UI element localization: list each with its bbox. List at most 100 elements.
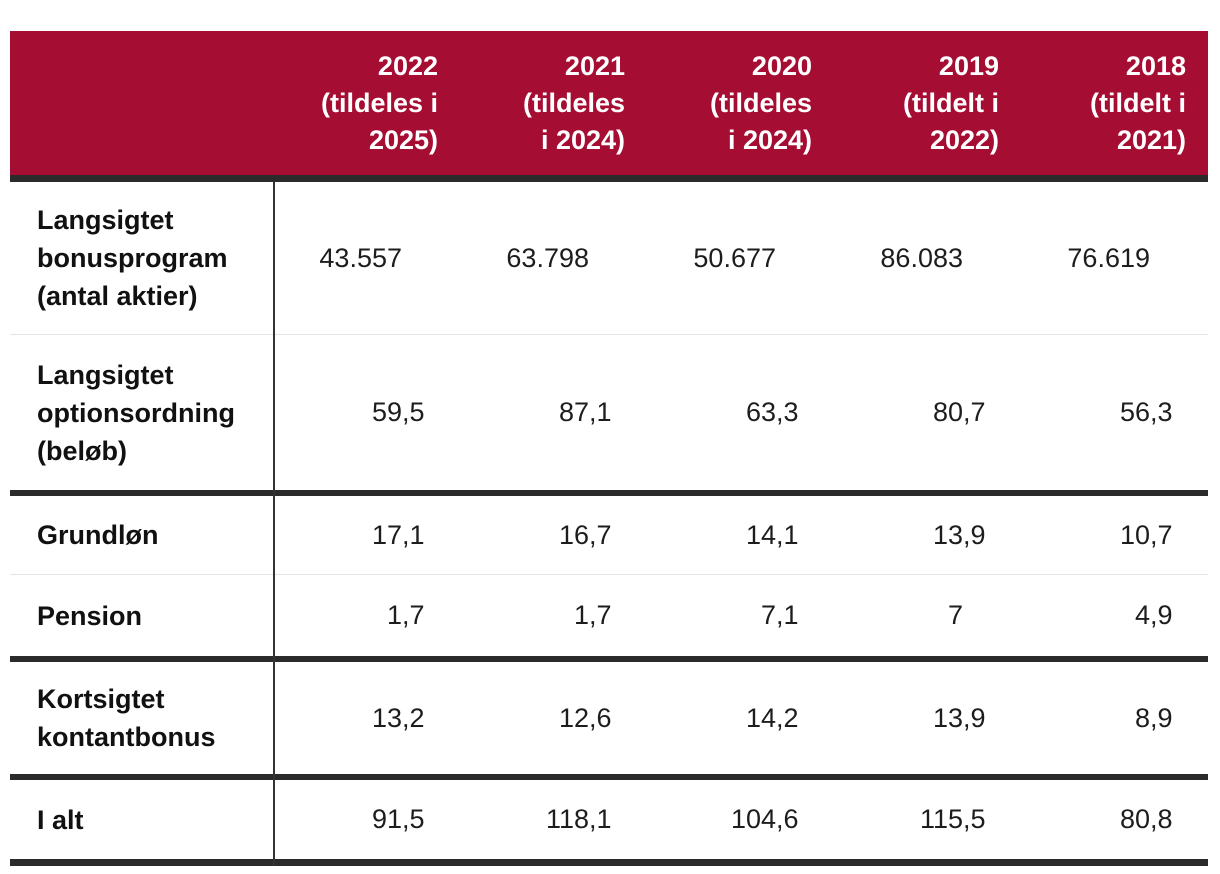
value-cell-langsigtet-optionsordning-col-2019: 80,7	[834, 335, 1021, 496]
value-number: 63.798	[506, 242, 589, 273]
column-header-col-2022: 2022 (tildeles i 2025)	[273, 31, 460, 182]
label-line: Kortsigtet	[37, 684, 165, 714]
data-table: 2022 (tildeles i 2025) 2021 (tildeles i 2024)…	[10, 31, 1208, 866]
value-number: 80,7	[932, 397, 986, 427]
label-line: Pension	[37, 600, 143, 631]
value-cell-grundlon-col-2020: 14,1	[647, 496, 834, 575]
label-line: Langsigtet	[37, 205, 174, 235]
value-cell-pension-col-2022: 1,7	[273, 575, 460, 662]
value-cell-langsigtet-bonusprogram-col-2018: 76.619	[1021, 182, 1208, 335]
value-number: 118,1	[545, 804, 612, 834]
header-line: 2019	[938, 50, 999, 81]
value-cell-langsigtet-bonusprogram-col-2021: 63.798	[460, 182, 647, 335]
value-number: 91,5	[371, 804, 425, 834]
value-number: 56,3	[1119, 397, 1173, 427]
value-number: 8,9	[1134, 702, 1173, 733]
header-line: 2022	[377, 50, 438, 81]
header-line: (tildelt i	[903, 87, 999, 118]
column-header-col-2020: 2020 (tildeles i 2024)	[647, 31, 834, 182]
value-cell-grundlon-col-2021: 16,7	[460, 496, 647, 575]
label-line: (antal aktier)	[37, 281, 198, 311]
column-divider-line	[273, 182, 275, 866]
header-line: (tildelt i	[1090, 87, 1186, 118]
value-number: 115,5	[919, 804, 986, 834]
value-number: 1,7	[386, 600, 425, 630]
label-line: Langsigtet	[37, 359, 174, 390]
value-number: 17,1	[371, 519, 425, 550]
value-cell-langsigtet-bonusprogram-col-2019: 86.083	[834, 182, 1021, 335]
value-number: 43.557	[319, 242, 402, 273]
header-line: 2022)	[929, 124, 999, 155]
header-line: 2020	[751, 50, 812, 81]
value-cell-kortsigtet-kontantbonus-col-2018: 8,9	[1021, 662, 1208, 780]
table-row-kortsigtet-kontantbonus: Kortsigtet kontantbonus 13,2 12,6 14,2 13,9 8,…	[10, 662, 1208, 780]
value-cell-pension-col-2021: 1,7	[460, 575, 647, 662]
row-label-langsigtet-bonusprogram: Langsigtet bonusprogram (antal aktier)	[10, 182, 273, 335]
value-cell-langsigtet-bonusprogram-col-2022: 43.557	[273, 182, 460, 335]
value-number: 4,9	[1134, 600, 1173, 630]
value-number: 13,9	[932, 519, 986, 550]
column-header-col-2018: 2018 (tildelt i 2021)	[1021, 31, 1208, 182]
value-number: 16,7	[558, 519, 612, 550]
row-label-i-alt: I alt	[10, 780, 273, 866]
header-line: 2021)	[1116, 124, 1186, 155]
value-cell-kortsigtet-kontantbonus-col-2020: 14,2	[647, 662, 834, 780]
label-line: optionsordning	[37, 397, 235, 428]
value-cell-grundlon-col-2018: 10,7	[1021, 496, 1208, 575]
corner-cell	[10, 31, 273, 182]
value-cell-pension-col-2019: 7	[834, 575, 1021, 662]
value-number: 12,6	[558, 702, 612, 733]
label-line: kontantbonus	[37, 722, 216, 752]
value-cell-kortsigtet-kontantbonus-col-2022: 13,2	[273, 662, 460, 780]
remuneration-table: 2022 (tildeles i 2025) 2021 (tildeles i 2024)…	[10, 31, 1208, 866]
table-row-i-alt: I alt 91,5 118,1 104,6 115,5 80,8	[10, 780, 1208, 866]
column-header-col-2019: 2019 (tildelt i 2022)	[834, 31, 1021, 182]
row-label-langsigtet-optionsordning: Langsigtet optionsordning (beløb)	[10, 335, 273, 496]
label-line: (beløb)	[37, 435, 127, 466]
header-line: (tildeles i	[320, 87, 438, 118]
value-cell-i-alt-col-2020: 104,6	[647, 780, 834, 866]
header-line: 2021	[564, 50, 625, 81]
table-row-grundlon: Grundløn 17,1 16,7 14,1 13,9 10,7	[10, 496, 1208, 575]
header-line: 2025)	[368, 124, 438, 155]
value-cell-grundlon-col-2022: 17,1	[273, 496, 460, 575]
column-header-col-2021: 2021 (tildeles i 2024)	[460, 31, 647, 182]
label-line: bonusprogram	[37, 243, 228, 273]
value-number: 86.083	[880, 242, 963, 273]
header-row: 2022 (tildeles i 2025) 2021 (tildeles i 2024)…	[10, 31, 1208, 182]
value-number: 80,8	[1119, 804, 1173, 834]
header-line: (tildeles	[709, 87, 812, 118]
value-cell-langsigtet-optionsordning-col-2018: 56,3	[1021, 335, 1208, 496]
header-line: 2018	[1125, 50, 1186, 81]
value-number: 14,2	[745, 702, 799, 733]
header-line: (tildeles	[522, 87, 625, 118]
value-number: 76.619	[1067, 242, 1150, 273]
value-cell-pension-col-2020: 7,1	[647, 575, 834, 662]
value-number: 63,3	[745, 397, 799, 427]
value-number: 104,6	[730, 804, 799, 834]
value-number: 7	[947, 600, 963, 630]
value-cell-i-alt-col-2021: 118,1	[460, 780, 647, 866]
label-line: I alt	[37, 804, 84, 835]
value-cell-kortsigtet-kontantbonus-col-2021: 12,6	[460, 662, 647, 780]
value-cell-langsigtet-optionsordning-col-2021: 87,1	[460, 335, 647, 496]
row-label-kortsigtet-kontantbonus: Kortsigtet kontantbonus	[10, 662, 273, 780]
table-row-langsigtet-optionsordning: Langsigtet optionsordning (beløb) 59,5 87,1 6…	[10, 335, 1208, 496]
value-cell-i-alt-col-2018: 80,8	[1021, 780, 1208, 866]
row-label-grundlon: Grundløn	[10, 496, 273, 575]
value-number: 50.677	[693, 242, 776, 273]
value-number: 1,7	[573, 600, 612, 630]
value-number: 59,5	[371, 397, 425, 427]
value-number: 10,7	[1119, 519, 1173, 550]
label-line: Grundløn	[37, 520, 159, 550]
header-line: i 2024)	[540, 124, 625, 155]
value-cell-grundlon-col-2019: 13,9	[834, 496, 1021, 575]
header-line: i 2024)	[727, 124, 812, 155]
table-row-langsigtet-bonusprogram: Langsigtet bonusprogram (antal aktier) 43.5…	[10, 182, 1208, 335]
table-header: 2022 (tildeles i 2025) 2021 (tildeles i 2024)…	[10, 31, 1208, 182]
value-cell-i-alt-col-2022: 91,5	[273, 780, 460, 866]
value-number: 7,1	[760, 600, 799, 630]
table-row-pension: Pension 1,7 1,7 7,1 7 4,9	[10, 575, 1208, 662]
row-label-pension: Pension	[10, 575, 273, 662]
value-number: 87,1	[558, 397, 612, 427]
